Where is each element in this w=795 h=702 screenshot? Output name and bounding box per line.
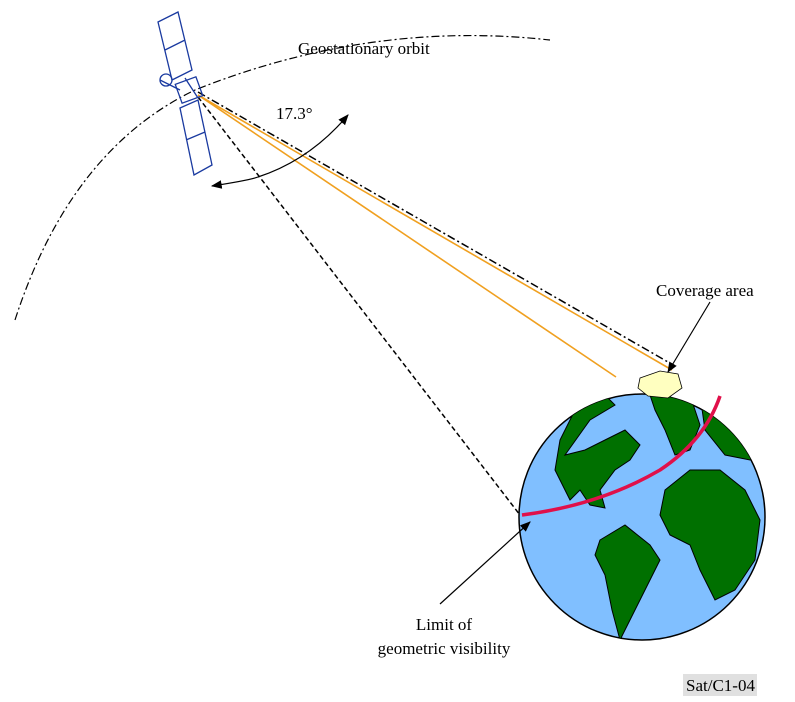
angle-label: 17.3° xyxy=(276,104,313,123)
beam-edge xyxy=(197,94,617,378)
limit-label: geometric visibility xyxy=(378,639,511,658)
limit-pointer xyxy=(439,521,531,605)
visibility-limit xyxy=(521,395,722,517)
limit-label: Limit of xyxy=(416,615,473,634)
tangent-line xyxy=(197,91,676,367)
coverage-area xyxy=(637,370,683,399)
orbit-arc xyxy=(14,35,551,321)
figure-id-bg xyxy=(683,674,757,696)
beam-edge xyxy=(197,94,673,371)
visibility-line xyxy=(197,96,521,516)
coverage-pointer xyxy=(667,301,711,373)
orbit-label: Geostationary orbit xyxy=(298,39,430,58)
coverage-label: Coverage area xyxy=(656,281,754,300)
figure-id: Sat/C1-04 xyxy=(686,676,755,695)
angle-arc xyxy=(210,114,349,189)
satellite xyxy=(157,11,213,176)
